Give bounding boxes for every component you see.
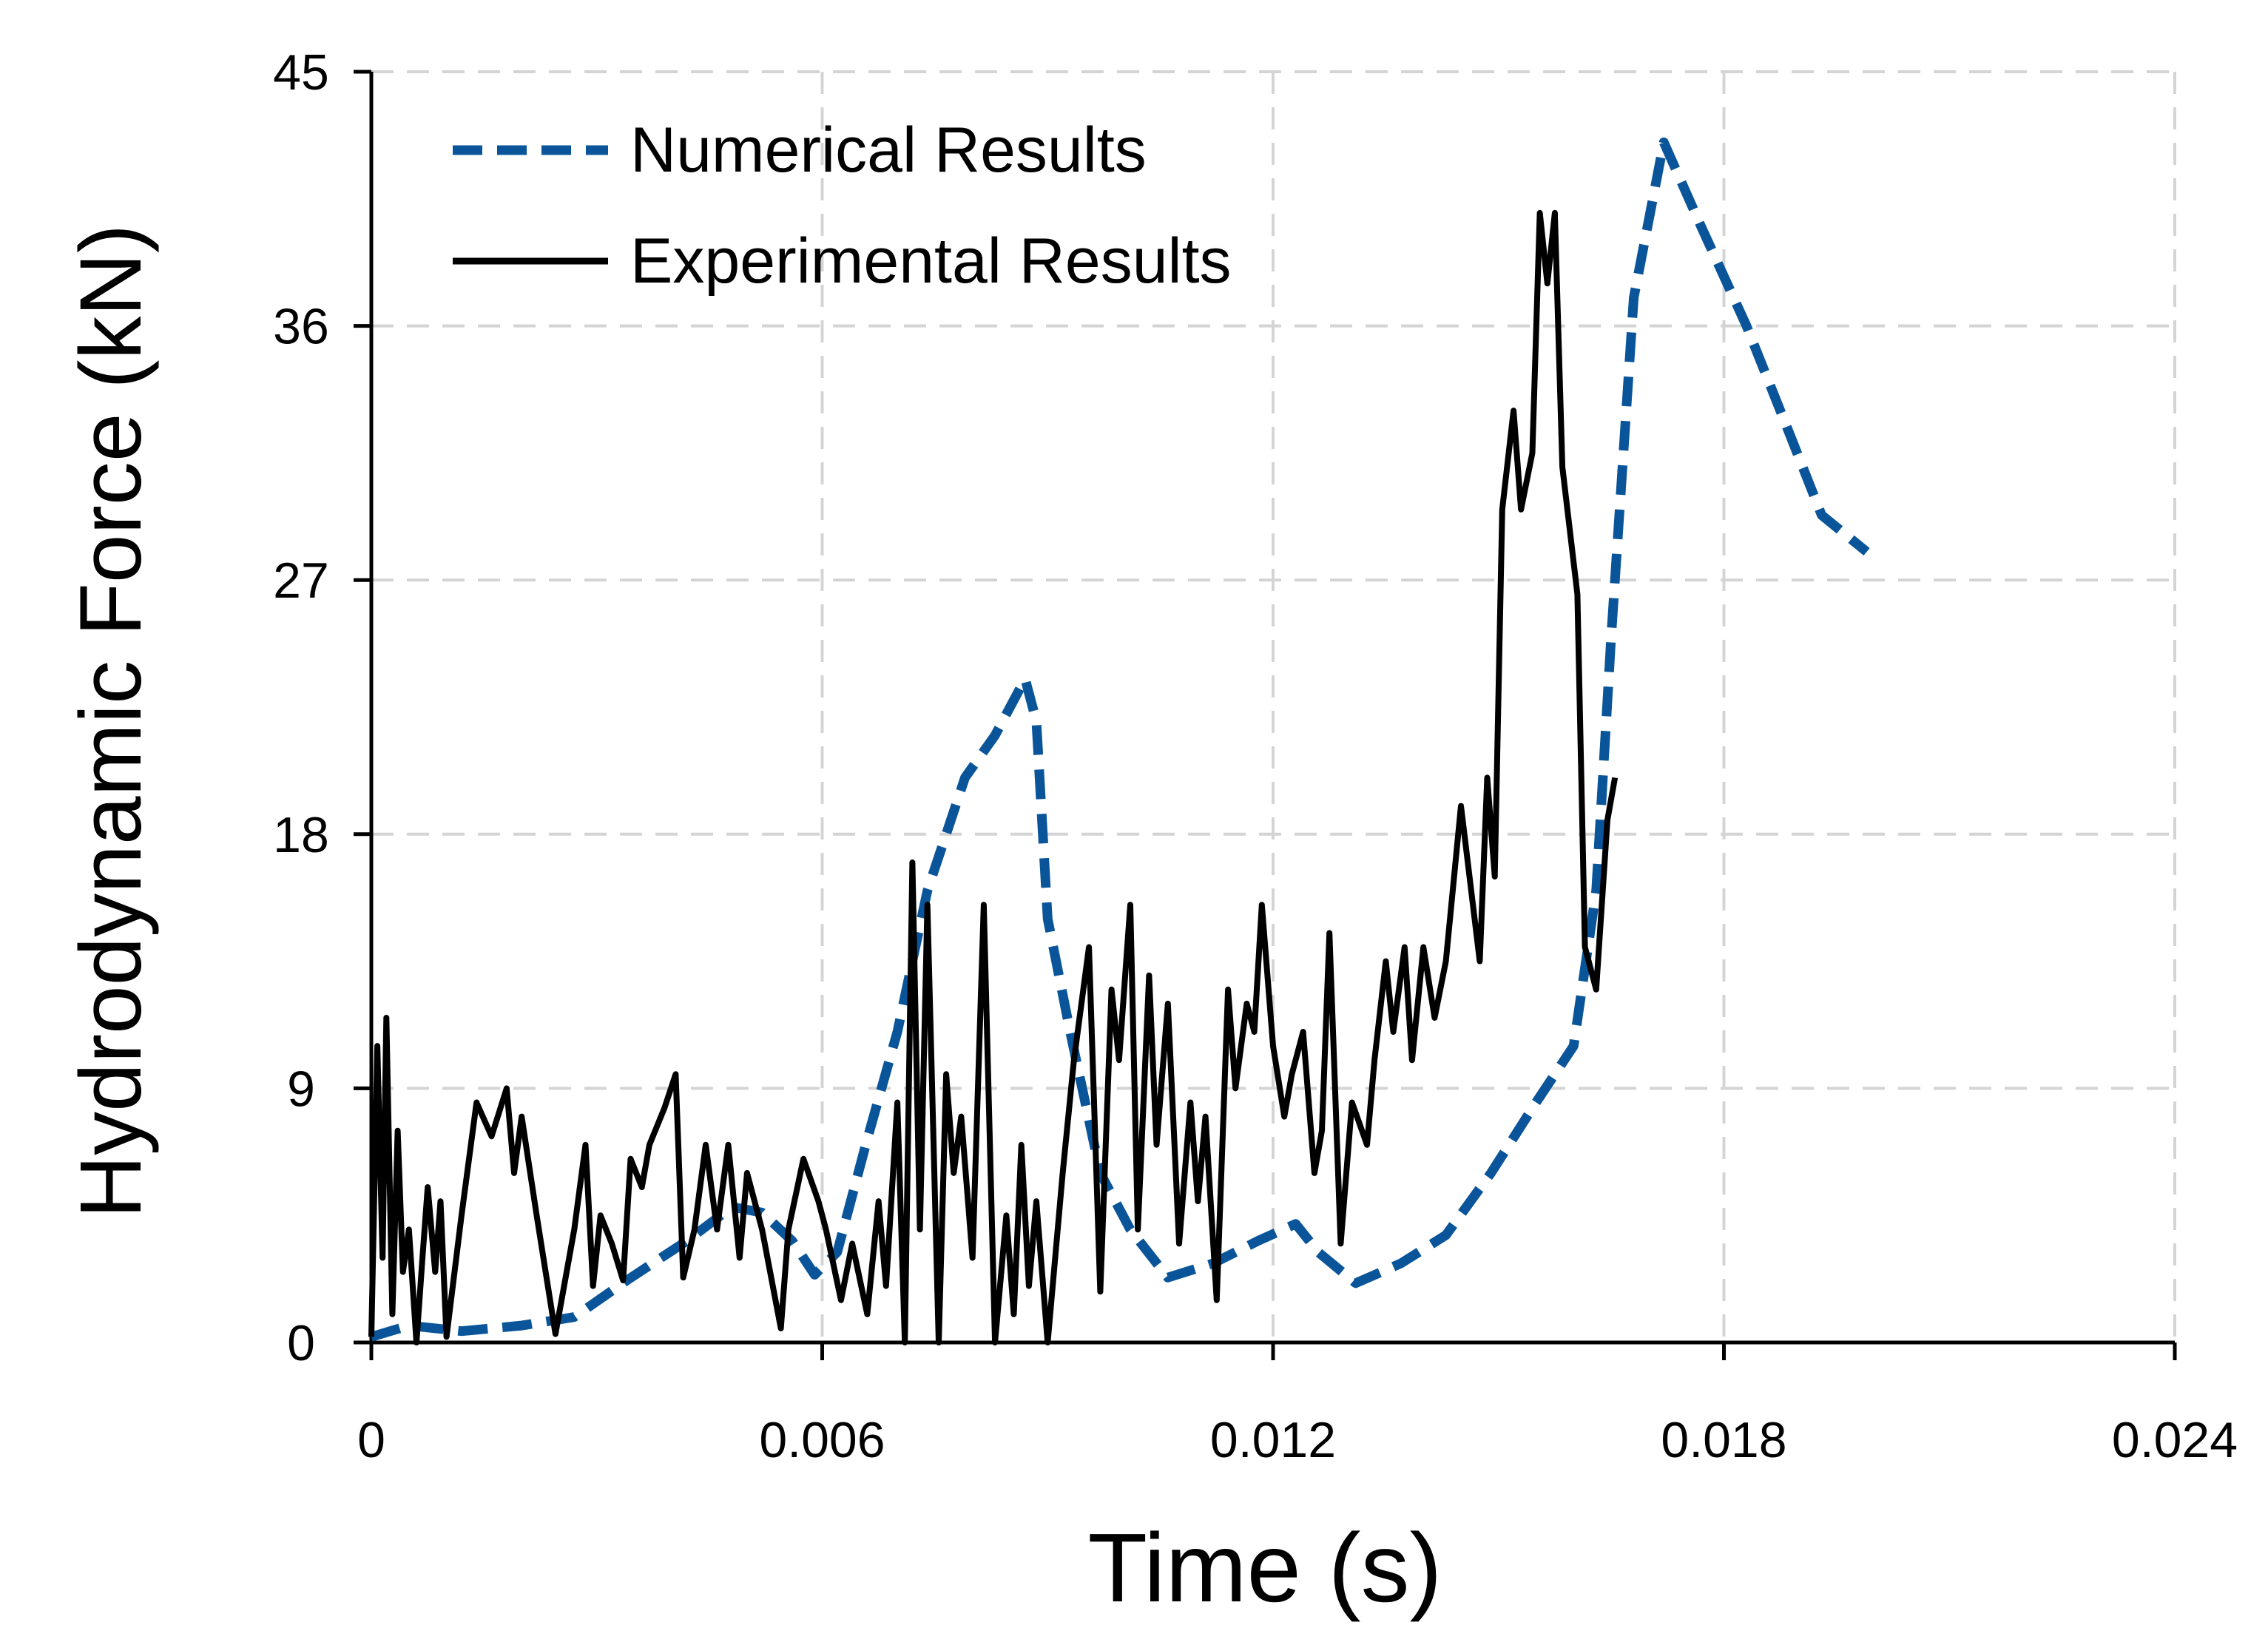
x-tick-label: 0.018 (1661, 1412, 1786, 1468)
y-tick-label: 18 (273, 807, 329, 863)
x-tick-label: 0.024 (2112, 1412, 2238, 1468)
y-tick-label: 27 (273, 553, 329, 609)
legend: Numerical Results Experimental Results (453, 115, 1232, 297)
x-tick-label: 0 (357, 1412, 385, 1468)
gridlines (371, 70, 2176, 1342)
series-line-numerical (370, 137, 1870, 1342)
tick-labels: 0 9 18 27 36 45 0 0.006 0.012 0.018 0.024 (273, 44, 2238, 1468)
series-line-experimental (368, 209, 1619, 1345)
legend-label-experimental: Experimental Results (630, 226, 1232, 297)
x-tick-label: 0.012 (1210, 1412, 1336, 1468)
y-tick-label: 36 (273, 299, 329, 355)
y-tick-label: 45 (273, 44, 329, 101)
axes (354, 70, 2177, 1360)
x-tick-label: 0.006 (759, 1412, 885, 1468)
x-axis-title: Time (s) (1087, 1513, 1442, 1622)
legend-label-numerical: Numerical Results (630, 115, 1147, 186)
series-lines (368, 137, 1870, 1345)
y-tick-label: 9 (287, 1061, 315, 1117)
y-axis-title: Hydrodynamic Force (kN) (62, 224, 160, 1218)
y-tick-label: 0 (287, 1315, 315, 1371)
